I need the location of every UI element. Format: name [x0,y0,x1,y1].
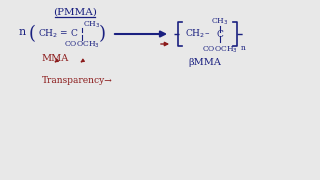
Text: CH$_2$ = C: CH$_2$ = C [38,28,78,40]
Text: C: C [217,30,223,39]
Text: (: ( [28,25,36,43]
Text: CH$_2$–: CH$_2$– [185,28,211,40]
Text: CH$_3$: CH$_3$ [83,20,100,30]
Text: MMA: MMA [41,53,68,62]
Text: n: n [18,27,26,37]
Text: COOCH$_3$: COOCH$_3$ [202,45,238,55]
Text: Transparency→: Transparency→ [42,75,113,84]
Text: CH$_3$: CH$_3$ [211,17,229,27]
Text: ): ) [99,25,106,43]
Text: n: n [241,44,246,52]
Text: COOCH$_3$: COOCH$_3$ [64,40,100,50]
Text: βMMA: βMMA [188,57,221,66]
Text: (PMMA): (PMMA) [53,8,97,17]
